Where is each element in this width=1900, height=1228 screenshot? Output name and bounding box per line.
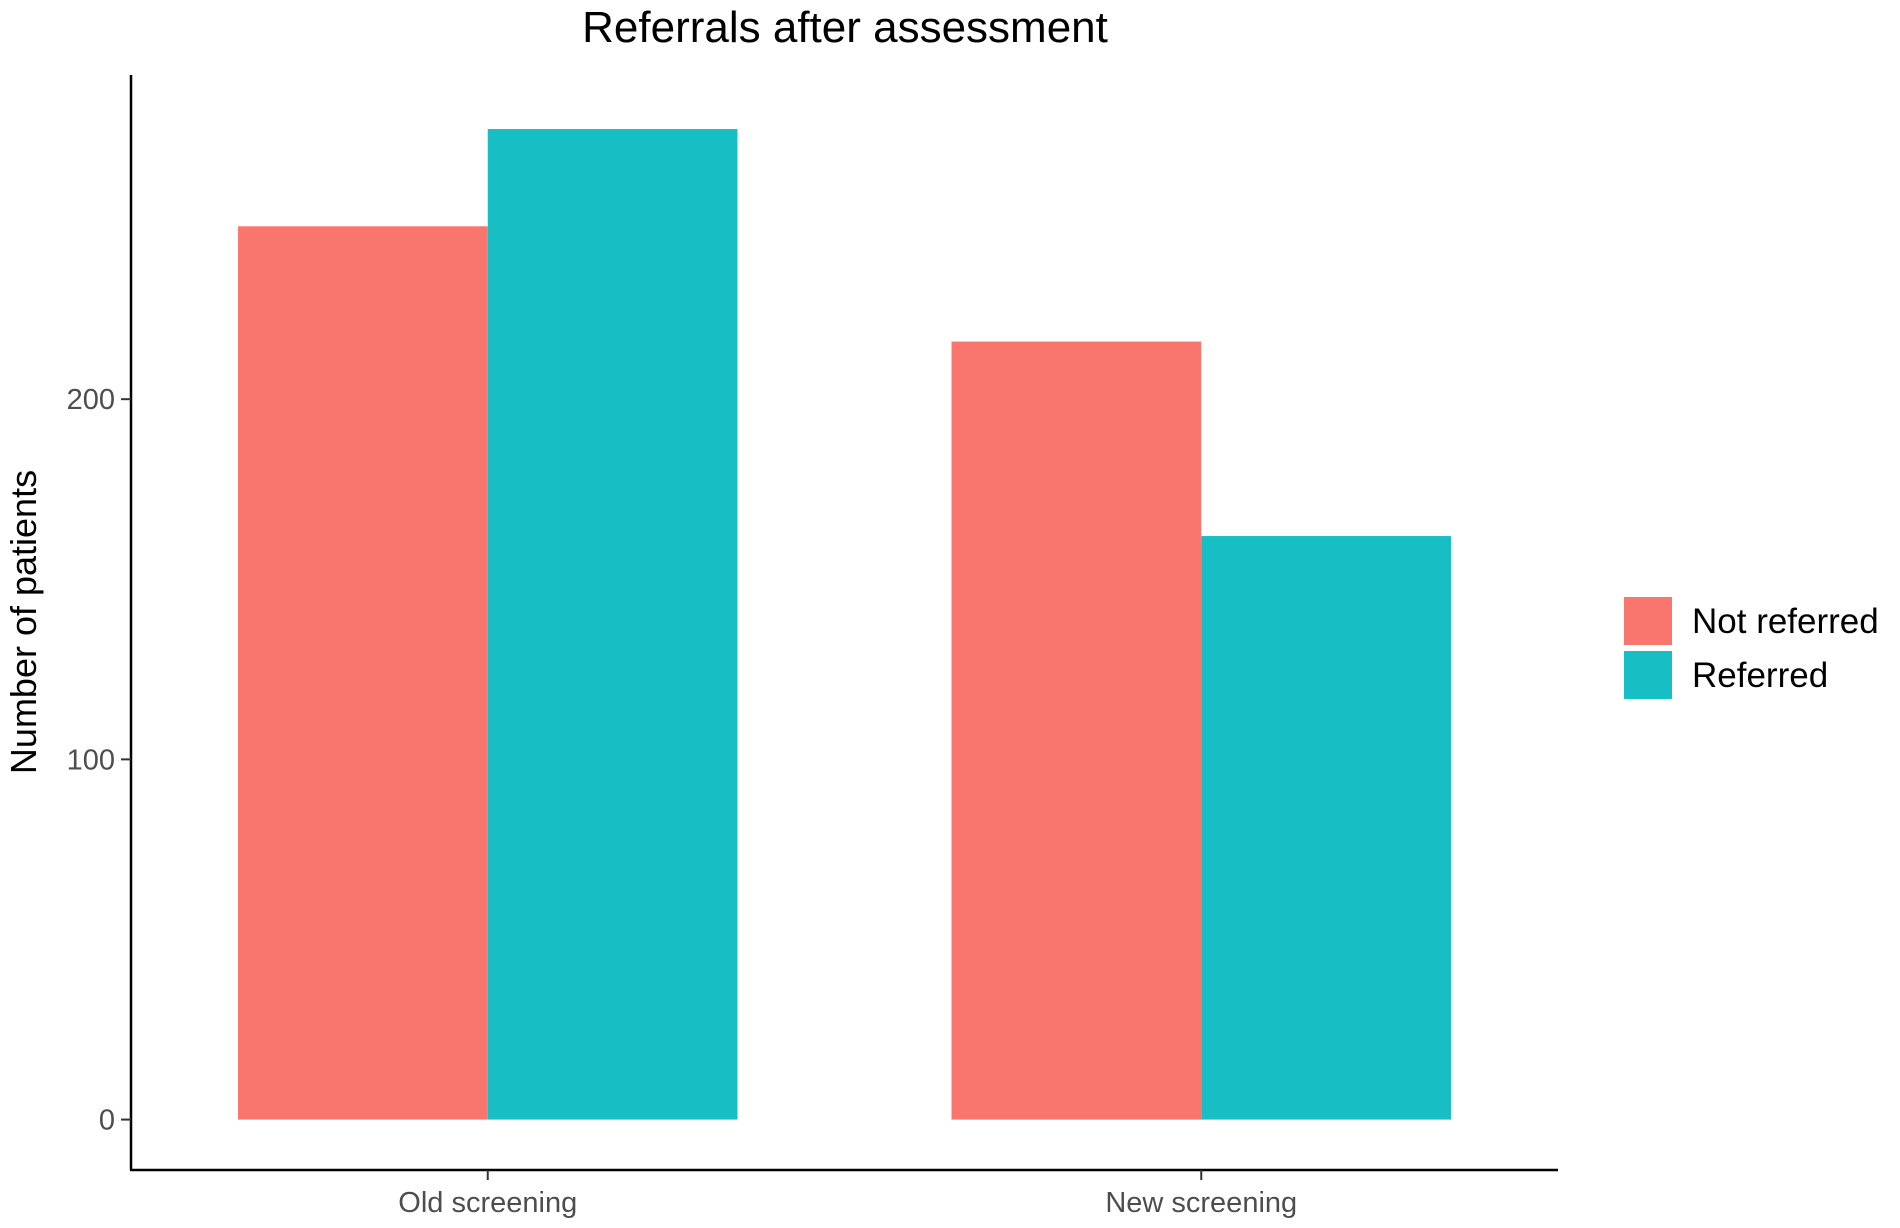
legend-key-not-referred [1624, 597, 1672, 645]
x-tick-label: Old screening [398, 1187, 577, 1219]
legend: Not referred Referred [1624, 597, 1879, 699]
chart-title: Referrals after assessment [582, 3, 1108, 52]
bar-not-referred-new-screening [951, 341, 1202, 1120]
axes-layer [129, 75, 1558, 1172]
y-tick-label: 200 [67, 384, 115, 416]
bar-referred-new-screening [1201, 536, 1451, 1120]
bar-referred-old-screening [487, 129, 738, 1120]
legend-key-referred [1624, 651, 1672, 699]
legend-label-not-referred: Not referred [1692, 602, 1879, 641]
legend-label-referred: Referred [1692, 656, 1828, 695]
bar-not-referred-old-screening [238, 226, 488, 1120]
y-axis-label: Number of patients [3, 470, 44, 774]
y-tick-label: 0 [99, 1105, 115, 1137]
x-ticks: Old screening New screening [398, 1170, 1297, 1219]
y-tick-label: 100 [67, 744, 115, 776]
x-tick-label: New screening [1105, 1187, 1297, 1219]
bars-layer [238, 129, 1451, 1120]
y-ticks: 0 100 200 [67, 384, 131, 1137]
